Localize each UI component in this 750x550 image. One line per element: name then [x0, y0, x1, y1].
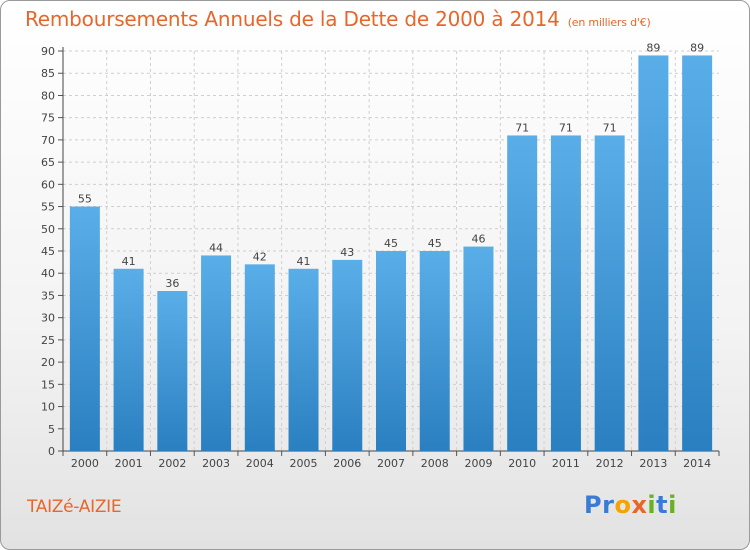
x-tick-label: 2007 [377, 457, 405, 470]
x-tick-label: 2001 [115, 457, 143, 470]
bar-2007 [376, 251, 406, 451]
logo-letter: i [668, 491, 677, 519]
x-tick-label: 2011 [552, 457, 580, 470]
y-tick-label: 5 [48, 423, 55, 436]
bar-value-label: 46 [471, 233, 485, 246]
x-tick-label: 2003 [202, 457, 230, 470]
bar-value-label: 41 [297, 255, 311, 268]
y-tick-label: 75 [41, 112, 55, 125]
y-tick-label: 20 [41, 356, 55, 369]
bar-value-label: 71 [515, 121, 529, 134]
logo-letter: x [631, 491, 648, 519]
chart-title: Remboursements Annuels de la Dette de 20… [25, 7, 651, 31]
bar-value-label: 89 [646, 41, 660, 54]
y-tick-label: 80 [41, 89, 55, 102]
bar-2004 [244, 264, 275, 451]
x-tick-label: 2010 [508, 457, 536, 470]
unit-note: (en milliers d'€) [567, 16, 651, 29]
commune-name: TAIZé-AIZIE [27, 497, 122, 517]
y-tick-label: 70 [41, 134, 55, 147]
bar-2000 [69, 206, 100, 451]
bar-2009 [463, 246, 494, 451]
bar-2003 [201, 255, 232, 451]
logo-letter: i [647, 491, 657, 519]
bar-value-label: 42 [253, 250, 267, 263]
bar-2008 [419, 251, 450, 451]
x-tick-label: 2012 [596, 457, 624, 470]
bar-value-label: 43 [340, 246, 354, 259]
bar-2005 [288, 268, 319, 451]
y-tick-label: 50 [41, 223, 55, 236]
bar-value-label: 55 [78, 193, 92, 206]
bar-2013 [638, 55, 669, 451]
x-tick-label: 2014 [683, 457, 711, 470]
logo-letter: r [602, 491, 615, 519]
bar-value-label: 45 [428, 237, 442, 250]
bar-value-label: 71 [559, 121, 573, 134]
y-tick-label: 55 [41, 201, 55, 214]
y-tick-label: 15 [41, 378, 55, 391]
bar-2001 [113, 268, 144, 451]
logo-letter: t [656, 491, 669, 519]
bar-2011 [550, 135, 581, 451]
x-tick-label: 2000 [71, 457, 99, 470]
bar-2006 [332, 259, 363, 451]
y-tick-label: 60 [41, 178, 55, 191]
y-tick-label: 25 [41, 334, 55, 347]
y-tick-label: 35 [41, 289, 55, 302]
x-tick-label: 2008 [421, 457, 449, 470]
logo-letter: o [614, 491, 632, 519]
x-tick-label: 2006 [333, 457, 361, 470]
y-tick-label: 40 [41, 267, 55, 280]
bar-2010 [507, 135, 538, 451]
y-tick-label: 0 [48, 445, 55, 458]
x-tick-label: 2009 [464, 457, 492, 470]
y-tick-label: 85 [41, 67, 55, 80]
x-tick-label: 2004 [246, 457, 274, 470]
labels: 0 5 10 15 20 25 30 35 40 45 50 55 60 65 70 75 80 85 90 55 20… [41, 41, 711, 470]
bar-2014 [682, 55, 713, 451]
bar-value-label: 44 [209, 241, 223, 254]
y-tick-label: 45 [41, 245, 55, 258]
bars [69, 55, 713, 451]
bar-value-label: 89 [690, 41, 704, 54]
y-tick-label: 10 [41, 401, 55, 414]
bar-value-label: 45 [384, 237, 398, 250]
bar-2012 [594, 135, 625, 451]
x-tick-label: 2013 [639, 457, 667, 470]
bar-2002 [157, 291, 188, 451]
logo-letter: P [584, 491, 603, 519]
bar-value-label: 71 [603, 121, 617, 134]
x-tick-label: 2002 [158, 457, 186, 470]
y-tick-label: 90 [41, 45, 55, 58]
title-text: Remboursements Annuels de la Dette de 20… [25, 7, 560, 31]
x-tick-label: 2005 [290, 457, 318, 470]
y-tick-label: 30 [41, 312, 55, 325]
y-tick-label: 65 [41, 156, 55, 169]
bar-value-label: 41 [122, 255, 136, 268]
proxiti-logo: Proxiti [584, 491, 677, 519]
bar-value-label: 36 [165, 277, 179, 290]
